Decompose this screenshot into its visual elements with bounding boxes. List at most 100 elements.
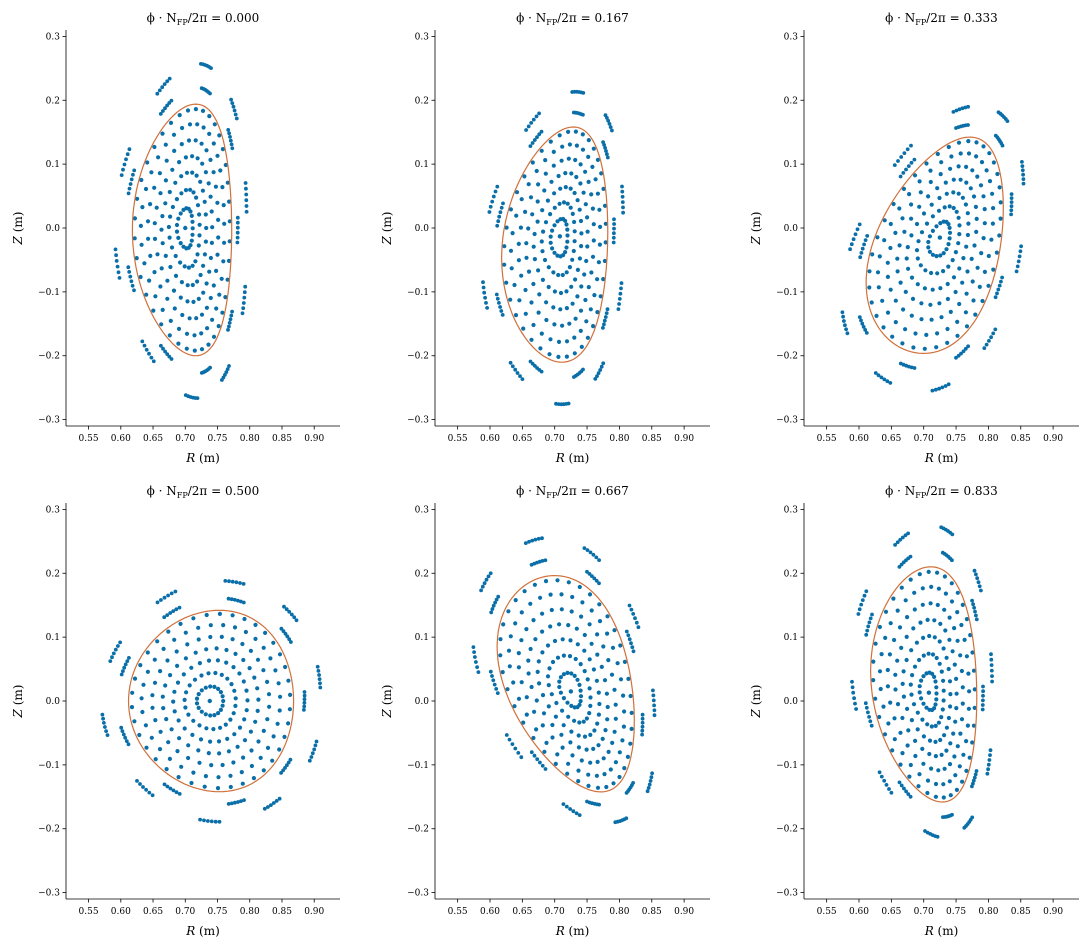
poincare-point xyxy=(163,201,168,206)
x-tick-label: 0.55 xyxy=(79,907,99,917)
poincare-point xyxy=(235,220,240,225)
poincare-point xyxy=(893,687,898,692)
poincare-point xyxy=(1019,244,1023,249)
poincare-point xyxy=(866,624,871,629)
poincare-point xyxy=(601,326,605,330)
poincare-point xyxy=(526,269,532,274)
poincare-point xyxy=(984,168,989,173)
poincare-point xyxy=(630,645,635,650)
poincare-point xyxy=(909,233,914,238)
poincare-point xyxy=(909,216,914,221)
poincare-point xyxy=(273,668,278,673)
poincare-point xyxy=(302,708,306,712)
poincare-point xyxy=(211,283,216,288)
poincare-point xyxy=(989,663,994,667)
poincare-point xyxy=(524,255,529,260)
poincare-point xyxy=(944,247,949,252)
poincare-point xyxy=(563,171,568,176)
boundary-curve xyxy=(496,574,635,793)
poincare-point xyxy=(890,334,895,339)
poincare-point xyxy=(591,667,597,672)
poincare-point xyxy=(545,643,551,648)
poincare-point xyxy=(957,301,962,307)
poincare-point xyxy=(561,253,566,258)
poincare-point xyxy=(945,340,950,345)
poincare-point xyxy=(557,201,562,206)
poincare-point xyxy=(989,652,993,657)
poincare-point xyxy=(129,705,135,710)
poincare-point xyxy=(548,139,553,144)
poincare-point xyxy=(964,164,969,169)
poincare-point xyxy=(990,221,996,226)
poincare-point xyxy=(119,725,124,730)
poincare-point xyxy=(593,377,598,381)
poincare-point xyxy=(166,629,171,634)
poincare-point xyxy=(943,180,948,185)
poincare-point xyxy=(232,688,237,693)
poincare-point xyxy=(168,786,173,791)
poincare-point xyxy=(169,357,174,361)
poincare-point xyxy=(876,373,881,378)
poincare-point xyxy=(102,721,106,725)
y-tick-label: 0.3 xyxy=(46,32,61,42)
poincare-point xyxy=(993,295,998,300)
poincare-point xyxy=(215,252,220,257)
poincare-point xyxy=(174,222,180,228)
poincare-point xyxy=(526,658,531,663)
poincare-point xyxy=(535,757,540,762)
poincare-point xyxy=(887,787,891,791)
poincare-point xyxy=(179,280,184,285)
poincare-point xyxy=(313,743,318,748)
poincare-point xyxy=(948,309,953,314)
poincare-point xyxy=(942,766,947,771)
poincare-point xyxy=(194,173,199,178)
poincare-point xyxy=(206,181,211,186)
poincare-point xyxy=(628,693,633,699)
poincare-point xyxy=(232,625,238,630)
poincare-point xyxy=(920,746,925,752)
poincare-point xyxy=(570,90,575,94)
poincare-point xyxy=(605,307,610,312)
poincare-point xyxy=(930,652,936,657)
poincare-point xyxy=(228,138,233,143)
subplot-title: ϕ · NFP/2π = 0.167 xyxy=(516,11,629,27)
poincare-point xyxy=(559,732,564,737)
poincare-point xyxy=(577,584,582,590)
poincare-point xyxy=(955,333,960,338)
y-axis-label: Z (m) xyxy=(11,212,25,246)
poincare-point xyxy=(163,253,168,258)
poincare-point xyxy=(909,718,915,723)
poincare-point xyxy=(903,598,908,603)
subplot-6: 0.55 0.60 0.65 0.70 0.75 0.80 0.85 0.90−0.3−0.2… xyxy=(749,484,1079,938)
poincare-point xyxy=(534,114,539,119)
poincare-point xyxy=(226,749,231,754)
poincare-point xyxy=(882,238,887,243)
poincare-point xyxy=(526,671,531,676)
poincare-point xyxy=(232,597,237,602)
poincare-point xyxy=(216,217,221,222)
poincare-point xyxy=(564,245,569,250)
poincare-point xyxy=(549,179,554,184)
poincare-point xyxy=(942,733,947,738)
poincare-point xyxy=(239,799,243,803)
poincare-point xyxy=(921,701,926,706)
poincare-point xyxy=(157,171,162,176)
poincare-point xyxy=(895,256,900,261)
poincare-point xyxy=(995,291,999,296)
poincare-point xyxy=(920,602,925,607)
poincare-point xyxy=(909,143,913,148)
poincare-point xyxy=(144,347,149,352)
poincare-point xyxy=(211,170,216,175)
poincare-point xyxy=(1009,200,1014,205)
poincare-point xyxy=(895,269,900,274)
poincare-point xyxy=(149,735,154,740)
poincare-point xyxy=(934,691,939,696)
poincare-point xyxy=(113,247,118,252)
poincare-point xyxy=(572,219,577,225)
y-tick-label: 0.2 xyxy=(415,96,429,106)
poincare-point xyxy=(921,211,927,216)
poincare-point xyxy=(917,204,922,209)
poincare-point xyxy=(898,174,903,179)
poincare-point xyxy=(952,662,957,667)
poincare-point xyxy=(476,670,481,674)
